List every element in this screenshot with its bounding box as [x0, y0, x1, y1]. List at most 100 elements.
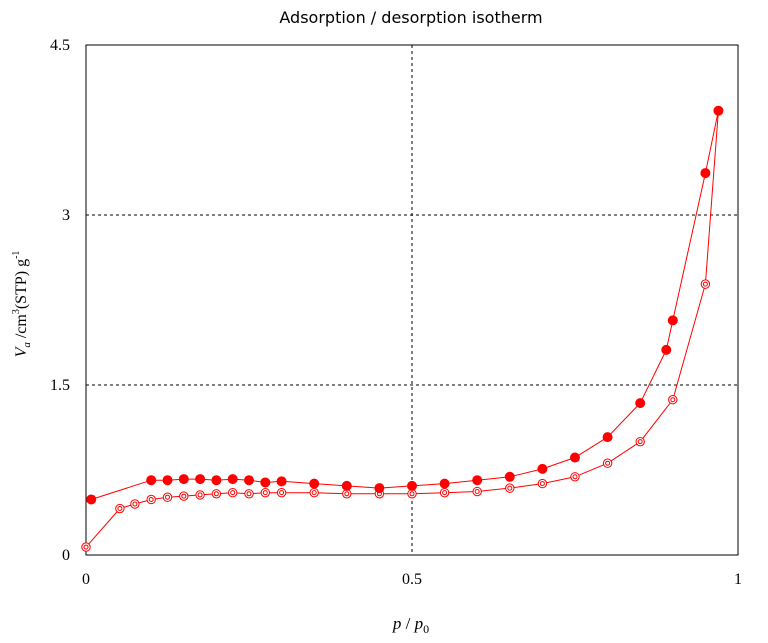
- data-point-ring: [602, 458, 613, 468]
- data-point-core: [605, 460, 611, 466]
- y-label-v-sub: a: [21, 342, 33, 348]
- data-point-ring: [115, 503, 125, 514]
- data-point-core: [279, 490, 285, 496]
- data-point: [228, 487, 238, 498]
- data-point: [713, 105, 724, 116]
- data-point: [602, 432, 613, 443]
- data-point: [635, 436, 645, 447]
- data-point-core: [442, 490, 448, 496]
- plot-frame: [85, 44, 739, 556]
- chart-title: Adsorption / desorption isotherm: [279, 8, 542, 27]
- data-point: [309, 478, 320, 489]
- data-point: [537, 478, 548, 489]
- data-point: [162, 492, 173, 502]
- data-point: [130, 499, 140, 509]
- data-point-ring: [228, 487, 238, 498]
- data-point: [195, 490, 205, 500]
- data-point-core: [181, 493, 187, 499]
- grid-lines: [86, 45, 738, 555]
- data-point: [276, 487, 287, 498]
- data-point-ring: [668, 395, 678, 405]
- y-tick-label: 0: [62, 547, 70, 564]
- data-point-core: [344, 491, 350, 497]
- data-point-ring: [162, 492, 173, 502]
- data-point-ring: [472, 486, 482, 497]
- x-tick-label: 0.5: [402, 571, 422, 588]
- data-point: [407, 480, 417, 491]
- data-point: [537, 463, 548, 474]
- data-point: [661, 344, 672, 355]
- data-point: [570, 452, 580, 463]
- data-point-core: [311, 490, 317, 496]
- y-axis-label: Va /cm3(STP) g-1: [11, 251, 33, 358]
- data-point: [505, 483, 515, 493]
- data-point: [244, 489, 254, 499]
- data-point-core: [507, 485, 513, 491]
- data-point: [178, 474, 189, 485]
- data-point-core: [246, 491, 252, 497]
- y-label-sup3: 3: [11, 309, 22, 314]
- data-point-ring: [260, 487, 270, 498]
- data-point-ring: [309, 487, 319, 498]
- data-point-ring: [146, 494, 156, 505]
- data-point-core: [572, 474, 578, 480]
- data-point-ring: [537, 478, 548, 489]
- data-point: [81, 542, 91, 552]
- data-point-core: [230, 490, 236, 496]
- x-axis-label: p / p0: [392, 614, 429, 636]
- data-point: [700, 168, 711, 179]
- series-layer: [81, 105, 724, 552]
- data-point: [211, 475, 222, 486]
- axis-ticks: 0 0.5 1 0 1.5 3 4.5: [50, 37, 742, 588]
- data-point: [115, 503, 125, 514]
- data-point: [309, 487, 319, 498]
- data-point-ring: [195, 490, 205, 500]
- data-point: [667, 315, 678, 326]
- data-point-core: [474, 489, 480, 495]
- data-point: [700, 279, 711, 289]
- data-point-core: [409, 491, 415, 497]
- data-point-core: [262, 490, 268, 496]
- data-point-core: [83, 544, 89, 550]
- data-point: [162, 475, 173, 486]
- data-point-ring: [244, 489, 254, 499]
- data-point-core: [132, 501, 138, 507]
- data-point: [342, 489, 352, 499]
- data-point: [439, 487, 450, 498]
- data-point: [504, 471, 515, 482]
- y-label-stp: (STP) g: [13, 259, 30, 309]
- data-point-core: [539, 481, 545, 487]
- data-point-ring: [81, 542, 91, 552]
- x-label-p: p: [392, 614, 402, 633]
- data-point-core: [148, 496, 154, 502]
- data-point: [260, 477, 271, 488]
- data-point-core: [165, 494, 170, 500]
- data-point-core: [637, 439, 643, 445]
- data-point: [602, 458, 613, 468]
- y-label-cm: /cm: [13, 314, 30, 343]
- data-point-ring: [130, 499, 140, 509]
- data-point-ring: [211, 489, 222, 499]
- data-point-core: [670, 397, 676, 403]
- data-point: [341, 480, 352, 491]
- data-point-core: [197, 492, 203, 498]
- data-point: [244, 475, 254, 486]
- data-point: [260, 487, 270, 498]
- data-point: [472, 486, 482, 497]
- data-point: [374, 483, 385, 494]
- x-label-p0: p: [414, 614, 424, 633]
- data-point: [570, 472, 580, 482]
- y-label-v: V: [13, 345, 30, 357]
- data-point-ring: [179, 491, 189, 501]
- x-label-p0-sub: 0: [423, 622, 429, 636]
- data-point-ring: [635, 436, 645, 447]
- data-point: [227, 474, 238, 485]
- data-point: [439, 478, 450, 489]
- data-point: [146, 475, 157, 486]
- data-point-ring: [505, 483, 515, 493]
- data-point: [472, 475, 483, 486]
- data-point: [146, 494, 156, 505]
- data-point: [276, 476, 287, 487]
- x-label-sep: /: [401, 614, 414, 633]
